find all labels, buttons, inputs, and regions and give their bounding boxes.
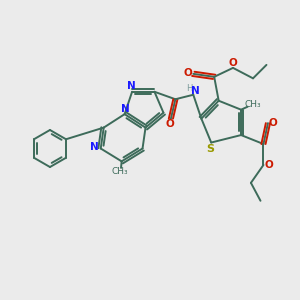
Text: O: O [166,119,175,129]
Text: H: H [187,84,193,93]
Text: O: O [265,160,273,170]
Text: O: O [184,68,192,78]
Text: N: N [90,142,98,152]
Text: O: O [229,58,237,68]
Text: N: N [127,81,136,92]
Text: N: N [191,86,200,96]
Text: CH₃: CH₃ [112,167,128,176]
Text: N: N [121,104,130,114]
Text: S: S [207,144,214,154]
Text: CH₃: CH₃ [244,100,261,109]
Text: O: O [269,118,278,128]
